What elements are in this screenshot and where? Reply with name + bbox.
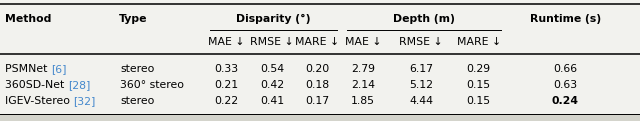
Text: [32]: [32] [74, 96, 96, 106]
Text: 0.15: 0.15 [467, 80, 491, 90]
Text: Depth (m): Depth (m) [393, 14, 455, 24]
Text: Method: Method [5, 14, 51, 24]
Text: Disparity (°): Disparity (°) [236, 14, 310, 24]
Text: 0.21: 0.21 [214, 80, 238, 90]
Text: 0.24: 0.24 [552, 96, 579, 106]
Text: 360SD-Net: 360SD-Net [5, 80, 68, 90]
Text: 0.29: 0.29 [467, 64, 491, 74]
Text: RMSE ↓: RMSE ↓ [399, 37, 443, 47]
Text: 0.18: 0.18 [305, 80, 330, 90]
Text: 0.15: 0.15 [467, 96, 491, 106]
Text: 5.12: 5.12 [409, 80, 433, 90]
Text: [6]: [6] [51, 64, 67, 74]
Text: [28]: [28] [68, 80, 90, 90]
Text: MARE ↓: MARE ↓ [457, 37, 500, 47]
Text: Runtime (s): Runtime (s) [529, 14, 601, 24]
Text: 0.22: 0.22 [214, 96, 238, 106]
Text: 4.44: 4.44 [409, 96, 433, 106]
Text: 2.14: 2.14 [351, 80, 375, 90]
Text: 0.41: 0.41 [260, 96, 284, 106]
Text: MAE ↓: MAE ↓ [344, 37, 381, 47]
Text: 0.33: 0.33 [214, 64, 238, 74]
Text: 2.79: 2.79 [351, 64, 375, 74]
Text: IGEV-Stereo: IGEV-Stereo [5, 96, 74, 106]
Text: 0.63: 0.63 [553, 80, 577, 90]
Text: 0.66: 0.66 [553, 64, 577, 74]
Text: stereo: stereo [120, 64, 155, 74]
Text: 1.85: 1.85 [351, 96, 375, 106]
Text: 0.54: 0.54 [260, 64, 284, 74]
Text: 0.42: 0.42 [260, 80, 284, 90]
Text: 360° stereo: 360° stereo [120, 80, 184, 90]
Text: 6.17: 6.17 [409, 64, 433, 74]
Bar [0, 114, 640, 121]
Text: MAE ↓: MAE ↓ [207, 37, 244, 47]
Text: 0.17: 0.17 [305, 96, 330, 106]
Text: 0.20: 0.20 [305, 64, 330, 74]
Text: MARE ↓: MARE ↓ [296, 37, 339, 47]
Text: stereo: stereo [120, 96, 155, 106]
Text: RMSE ↓: RMSE ↓ [250, 37, 294, 47]
Text: Type: Type [119, 14, 147, 24]
Text: PSMNet: PSMNet [5, 64, 51, 74]
